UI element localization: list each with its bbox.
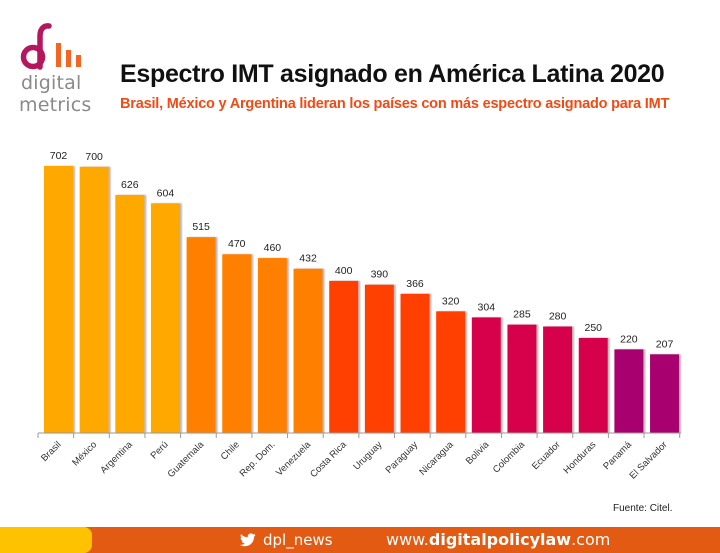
bar-uruguay — [364, 284, 394, 433]
site-domain: digitalpolicylaw — [428, 530, 572, 549]
logo-text-metrics: metrics — [19, 94, 92, 116]
x-tick-label: Rep. Dom. — [238, 439, 278, 479]
data-label: 304 — [478, 301, 496, 313]
bar-colombia — [507, 324, 537, 433]
x-tick-label: Guatemala — [166, 439, 207, 480]
data-label: 207 — [656, 338, 674, 350]
x-tick-label: Nicaragua — [417, 439, 456, 478]
bar-argentina — [115, 194, 145, 433]
data-label: 220 — [620, 333, 638, 345]
bar-rep-dom- — [257, 258, 287, 433]
footer-bar: dpl_news www.digitalpolicylaw.com — [0, 527, 720, 553]
bar-bolivia — [471, 317, 501, 433]
data-label: 626 — [121, 179, 139, 191]
data-label: 702 — [50, 150, 68, 162]
x-tick-label: El Salvador — [628, 439, 670, 481]
bar-chile — [222, 254, 252, 433]
logo-text-digital: digital — [21, 72, 82, 94]
digital-metrics-logo-icon — [20, 23, 81, 70]
data-label: 250 — [584, 322, 602, 334]
twitter-link[interactable]: dpl_news — [240, 531, 333, 549]
source-note: Fuente: Citel. — [613, 503, 673, 514]
data-label: 460 — [264, 242, 282, 254]
bar-el-salvador — [650, 354, 680, 433]
x-tick-label: México — [70, 439, 99, 468]
x-tick-label: Perú — [149, 439, 171, 461]
data-label: 366 — [406, 278, 424, 290]
x-tick-label: Ecuador — [530, 439, 563, 472]
site-suffix: .com — [571, 530, 611, 549]
bar-honduras — [578, 337, 608, 433]
x-tick-label: Honduras — [561, 439, 598, 476]
x-tick-label: Panamá — [601, 439, 634, 472]
data-label: 515 — [192, 221, 210, 233]
bar-brasil — [44, 166, 73, 433]
x-tick-label: Brasil — [39, 439, 64, 464]
data-label: 390 — [371, 269, 389, 281]
bar-guatemala — [186, 237, 216, 433]
website-link[interactable]: www.digitalpolicylaw.com — [386, 530, 610, 549]
twitter-bird-icon — [240, 533, 256, 547]
x-tick-label: Colombia — [491, 439, 528, 476]
bar-panam- — [614, 349, 644, 433]
bar-paraguay — [400, 293, 430, 433]
data-label: 280 — [549, 311, 567, 323]
footer-accent-block — [0, 527, 92, 553]
bar-m-xico — [79, 166, 109, 433]
x-tick-label: Argentina — [98, 439, 135, 476]
data-label: 604 — [157, 187, 175, 199]
chart-subtitle: Brasil, México y Argentina lideran los p… — [120, 96, 670, 112]
bar-nicaragua — [436, 311, 466, 433]
bar-venezuela — [293, 268, 323, 433]
site-prefix: www. — [386, 530, 429, 549]
bar-ecuador — [543, 326, 573, 433]
x-tick-label: Bolivia — [464, 439, 492, 467]
x-tick-label: Paraguay — [384, 439, 421, 476]
data-label: 432 — [299, 253, 317, 265]
bar-per- — [150, 203, 180, 433]
data-label: 470 — [228, 238, 246, 250]
bar-chart: 702 Brasil 700 México 626 Argentina 604 Perú 515… — [37, 150, 681, 481]
digital-metrics-logo: digital metrics — [18, 20, 98, 120]
data-label: 320 — [442, 295, 460, 307]
bar-costa-rica — [329, 280, 359, 433]
x-tick-label: Chile — [219, 439, 242, 462]
twitter-handle: dpl_news — [263, 531, 333, 549]
x-tick-label: Costa Rica — [308, 439, 349, 480]
data-label: 285 — [513, 309, 531, 321]
data-label: 400 — [335, 265, 353, 277]
chart-title: Espectro IMT asignado en América Latina … — [120, 60, 665, 88]
x-tick-label: Uruguay — [351, 439, 384, 472]
data-label: 700 — [85, 151, 103, 163]
